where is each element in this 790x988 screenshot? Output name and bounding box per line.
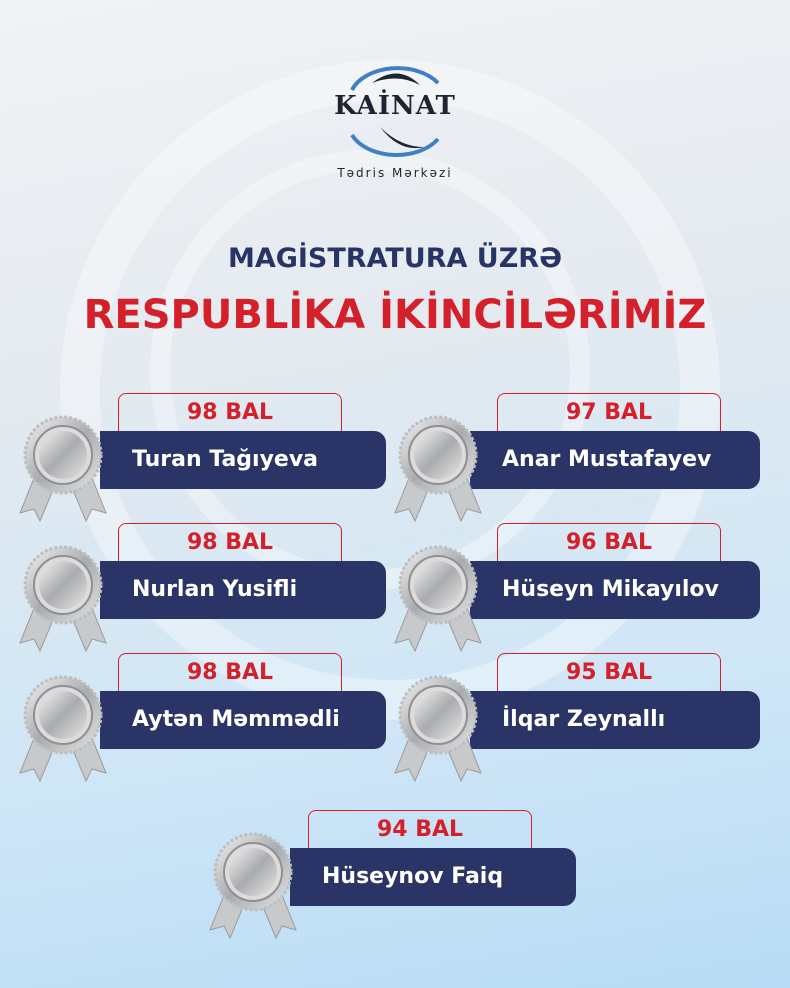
silver-medal-icon <box>19 545 107 653</box>
silver-medal-icon <box>394 545 482 653</box>
silver-medal-icon <box>394 415 482 523</box>
logo: KAİNAT Tədris Mərkəzi <box>320 55 470 180</box>
student-card: 96 BAL Hüseyn Mikayılov <box>393 523 763 653</box>
logo-wordmark: KAİNAT <box>334 91 456 121</box>
score-label: 98 BAL <box>118 653 342 693</box>
silver-medal-icon <box>394 675 482 783</box>
student-name: Hüseyn Mikayılov <box>470 561 760 619</box>
student-name: Nurlan Yusifli <box>100 561 386 619</box>
silver-medal-icon <box>19 415 107 523</box>
silver-medal-icon <box>19 675 107 783</box>
score-label: 98 BAL <box>118 393 342 433</box>
student-name: Hüseynov Faiq <box>290 848 576 906</box>
student-card: 98 BAL Nurlan Yusifli <box>18 523 388 653</box>
student-card: 94 BAL Hüseynov Faiq <box>208 810 578 940</box>
score-label: 97 BAL <box>497 393 721 433</box>
score-label: 94 BAL <box>308 810 532 850</box>
student-card: 95 BAL İlqar Zeynallı <box>393 653 763 783</box>
student-name: İlqar Zeynallı <box>470 691 760 749</box>
student-card: 98 BAL Turan Tağıyeva <box>18 393 388 523</box>
score-label: 95 BAL <box>497 653 721 693</box>
score-label: 98 BAL <box>118 523 342 563</box>
student-card: 98 BAL Aytən Məmmədli <box>18 653 388 783</box>
score-label: 96 BAL <box>497 523 721 563</box>
student-card: 97 BAL Anar Mustafayev <box>393 393 763 523</box>
silver-medal-icon <box>209 832 297 940</box>
heading-line1: MAGİSTRATURA ÜZRƏ <box>227 243 563 274</box>
logo-swoosh-icon <box>350 66 440 157</box>
student-name: Turan Tağıyeva <box>100 431 386 489</box>
logo-subtitle: Tədris Mərkəzi <box>337 166 453 180</box>
student-name: Anar Mustafayev <box>470 431 760 489</box>
student-name: Aytən Məmmədli <box>100 691 386 749</box>
heading-line2: RESPUBLİKA İKİNCİLƏRİMİZ <box>83 292 707 338</box>
